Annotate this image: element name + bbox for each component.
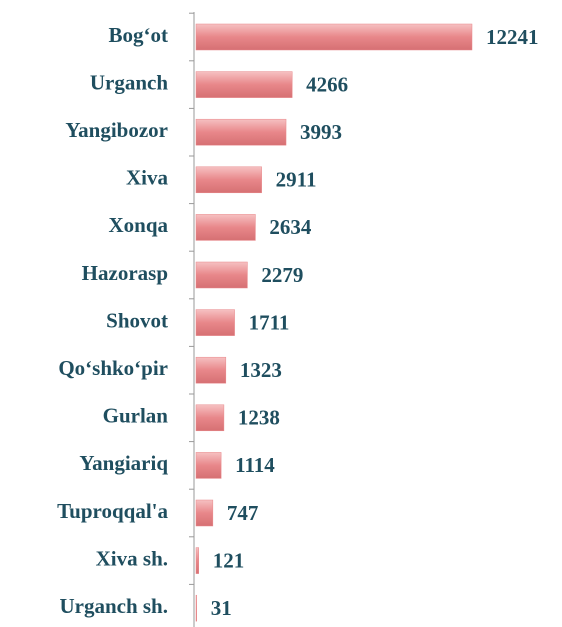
category-label: Xiva sh.	[96, 546, 168, 570]
bar	[195, 166, 262, 194]
category-label: Urganch	[90, 70, 168, 94]
value-label: 3993	[300, 120, 342, 144]
category-label: Bog‘ot	[109, 23, 169, 47]
bar	[195, 499, 214, 527]
category-label: Yangibozor	[65, 118, 168, 142]
value-label: 2911	[276, 168, 317, 192]
category-label: Urganch sh.	[59, 594, 168, 618]
value-label: 2634	[269, 215, 312, 239]
bar	[195, 118, 287, 146]
category-label: Tuproqqal'a	[57, 499, 168, 523]
bar	[195, 404, 225, 432]
bar	[195, 452, 222, 479]
bar	[195, 594, 197, 622]
category-label: Hazorasp	[82, 261, 168, 285]
category-label: Shovot	[106, 308, 168, 332]
value-label: 31	[211, 596, 232, 620]
value-label: 121	[213, 548, 245, 572]
bar	[195, 547, 199, 574]
value-label: 1114	[235, 453, 275, 477]
value-label: 1323	[240, 358, 282, 382]
category-label: Xonqa	[108, 213, 168, 237]
value-label: 747	[227, 501, 259, 525]
category-label: Qo‘shko‘pir	[58, 356, 168, 380]
bar	[195, 23, 473, 51]
bar	[195, 71, 293, 98]
value-label: 1238	[238, 406, 280, 430]
bar	[195, 356, 227, 384]
value-label: 12241	[486, 25, 539, 49]
value-label: 4266	[306, 72, 348, 96]
category-label: Yangiariq	[79, 451, 168, 475]
value-label: 2279	[261, 263, 303, 287]
bar	[195, 214, 256, 241]
category-label: Xiva	[126, 166, 169, 190]
bar	[195, 309, 235, 336]
category-label: Gurlan	[103, 404, 169, 428]
bar	[195, 261, 248, 289]
value-label: 1711	[249, 310, 290, 334]
